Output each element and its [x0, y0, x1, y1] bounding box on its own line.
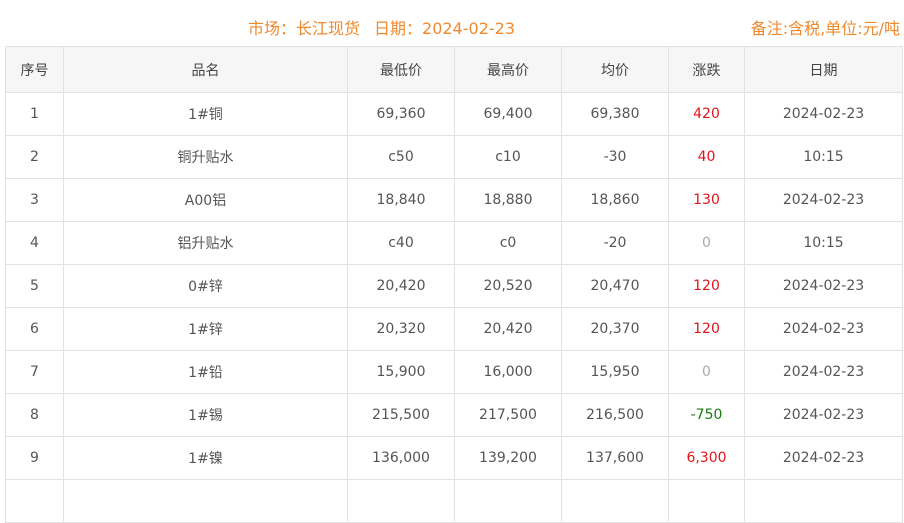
col-date: 日期 [744, 46, 903, 93]
cell-date: 2024-02-23 [744, 307, 903, 351]
col-name: 品名 [63, 46, 348, 93]
cell-no: 8 [5, 393, 64, 437]
cell-name: 铜升贴水 [63, 135, 348, 179]
cell-date: 2024-02-23 [744, 178, 903, 222]
cell-name: 0#锌 [63, 264, 348, 308]
cell-avg: 18,860 [561, 178, 669, 222]
cell-avg: 15,950 [561, 350, 669, 394]
cell-change: 120 [668, 264, 745, 308]
col-change: 涨跌 [668, 46, 745, 93]
cell-name: 1#铜 [63, 92, 348, 136]
cell-no: 1 [5, 92, 64, 136]
table-row: 1 1#铜 69,360 69,400 69,380 420 2024-02-23 [5, 92, 903, 136]
cell-no: 6 [5, 307, 64, 351]
cell-avg: -20 [561, 221, 669, 265]
cell-date: 2024-02-23 [744, 436, 903, 480]
cell-change: 420 [668, 92, 745, 136]
empty-cell [561, 479, 669, 523]
cell-date: 10:15 [744, 135, 903, 179]
cell-date: 2024-02-23 [744, 393, 903, 437]
cell-no: 7 [5, 350, 64, 394]
empty-cell [744, 479, 903, 523]
cell-avg: 20,370 [561, 307, 669, 351]
cell-low: c50 [347, 135, 455, 179]
empty-cell [63, 479, 348, 523]
cell-high: 20,420 [454, 307, 562, 351]
cell-low: c40 [347, 221, 455, 265]
cell-avg: 69,380 [561, 92, 669, 136]
table-row: 7 1#铅 15,900 16,000 15,950 0 2024-02-23 [5, 350, 903, 394]
cell-change: 130 [668, 178, 745, 222]
cell-high: 20,520 [454, 264, 562, 308]
cell-name: 1#镍 [63, 436, 348, 480]
cell-low: 20,420 [347, 264, 455, 308]
date-label: 日期：2024-02-23 [374, 19, 516, 38]
cell-high: 139,200 [454, 436, 562, 480]
cell-high: c0 [454, 221, 562, 265]
cell-change: 40 [668, 135, 745, 179]
price-table: 序号 品名 最低价 最高价 均价 涨跌 日期 1 1#铜 69,360 69,400 6… [5, 46, 903, 523]
cell-low: 136,000 [347, 436, 455, 480]
cell-change: -750 [668, 393, 745, 437]
market-title: 市场：长江现货 日期：2024-02-23 [248, 15, 529, 39]
cell-low: 20,320 [347, 307, 455, 351]
cell-date: 2024-02-23 [744, 350, 903, 394]
cell-date: 2024-02-23 [744, 92, 903, 136]
cell-name: 铝升贴水 [63, 221, 348, 265]
col-avg: 均价 [561, 46, 669, 93]
cell-no: 4 [5, 221, 64, 265]
cell-avg: 20,470 [561, 264, 669, 308]
cell-low: 15,900 [347, 350, 455, 394]
market-label: 市场：长江现货 [248, 19, 361, 38]
cell-name: 1#锡 [63, 393, 348, 437]
col-no: 序号 [5, 46, 64, 93]
table-row: 6 1#锌 20,320 20,420 20,370 120 2024-02-23 [5, 307, 903, 351]
cell-change: 0 [668, 221, 745, 265]
col-low: 最低价 [347, 46, 455, 93]
empty-cell [454, 479, 562, 523]
cell-avg: -30 [561, 135, 669, 179]
cell-high: 217,500 [454, 393, 562, 437]
cell-no: 2 [5, 135, 64, 179]
cell-avg: 216,500 [561, 393, 669, 437]
table-row: 3 A00铝 18,840 18,880 18,860 130 2024-02-23 [5, 178, 903, 222]
table-row: 2 铜升贴水 c50 c10 -30 40 10:15 [5, 135, 903, 179]
cell-change: 120 [668, 307, 745, 351]
cell-low: 215,500 [347, 393, 455, 437]
table-row: 5 0#锌 20,420 20,520 20,470 120 2024-02-23 [5, 264, 903, 308]
cell-low: 18,840 [347, 178, 455, 222]
cell-name: A00铝 [63, 178, 348, 222]
table-row: 4 铝升贴水 c40 c0 -20 0 10:15 [5, 221, 903, 265]
cell-low: 69,360 [347, 92, 455, 136]
cell-avg: 137,600 [561, 436, 669, 480]
empty-cell [668, 479, 745, 523]
cell-no: 5 [5, 264, 64, 308]
cell-no: 3 [5, 178, 64, 222]
col-high: 最高价 [454, 46, 562, 93]
table-row: 8 1#锡 215,500 217,500 216,500 -750 2024-02-23 [5, 393, 903, 437]
table-header: 序号 品名 最低价 最高价 均价 涨跌 日期 [5, 46, 903, 93]
cell-change: 6,300 [668, 436, 745, 480]
cell-high: 69,400 [454, 92, 562, 136]
empty-cell [347, 479, 455, 523]
cell-no: 9 [5, 436, 64, 480]
unit-note: 备注:含税,单位:元/吨 [750, 19, 900, 38]
cell-date: 2024-02-23 [744, 264, 903, 308]
table-row: 9 1#镍 136,000 139,200 137,600 6,300 2024-02-23 [5, 436, 903, 480]
cell-date: 10:15 [744, 221, 903, 265]
cell-high: 16,000 [454, 350, 562, 394]
cell-name: 1#锌 [63, 307, 348, 351]
table-row-partial [5, 479, 903, 523]
cell-change: 0 [668, 350, 745, 394]
cell-name: 1#铅 [63, 350, 348, 394]
cell-high: c10 [454, 135, 562, 179]
empty-cell [5, 479, 64, 523]
cell-high: 18,880 [454, 178, 562, 222]
